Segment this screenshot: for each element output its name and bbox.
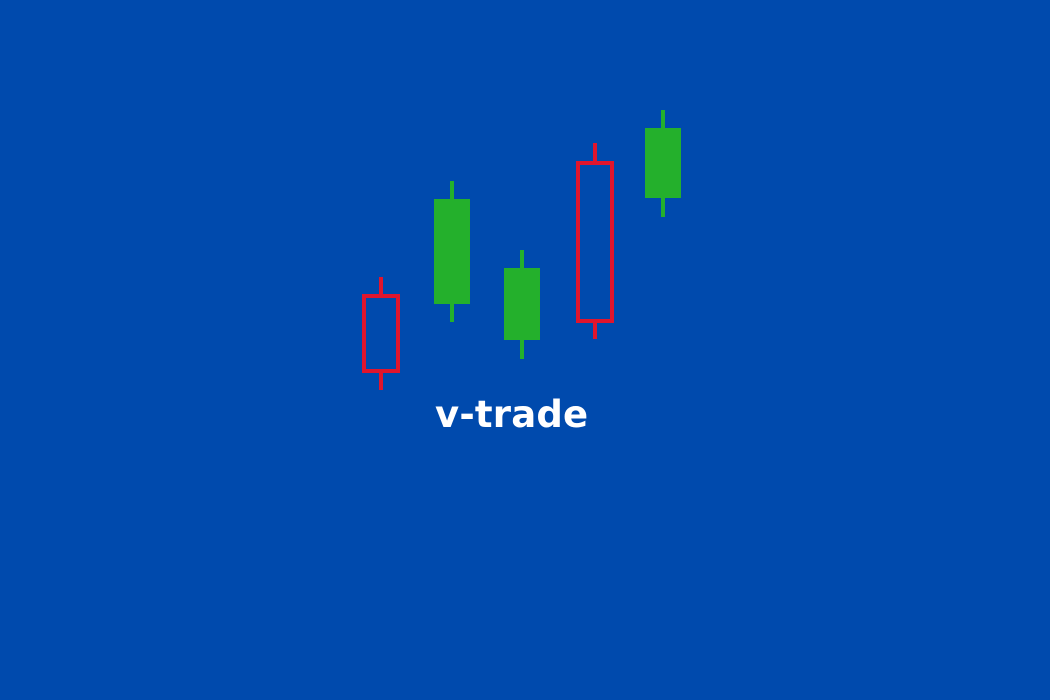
candle-bullish: [434, 181, 470, 322]
candle-body: [362, 294, 400, 373]
candle-body: [645, 128, 681, 198]
candle-bullish: [504, 250, 540, 359]
candle-body: [434, 199, 470, 304]
candle-body: [576, 161, 614, 323]
candle-bearish: [362, 277, 400, 390]
candle-bearish: [576, 143, 614, 339]
candle-body: [504, 268, 540, 340]
brand-name: v-trade: [435, 393, 589, 436]
candle-bullish: [645, 110, 681, 217]
